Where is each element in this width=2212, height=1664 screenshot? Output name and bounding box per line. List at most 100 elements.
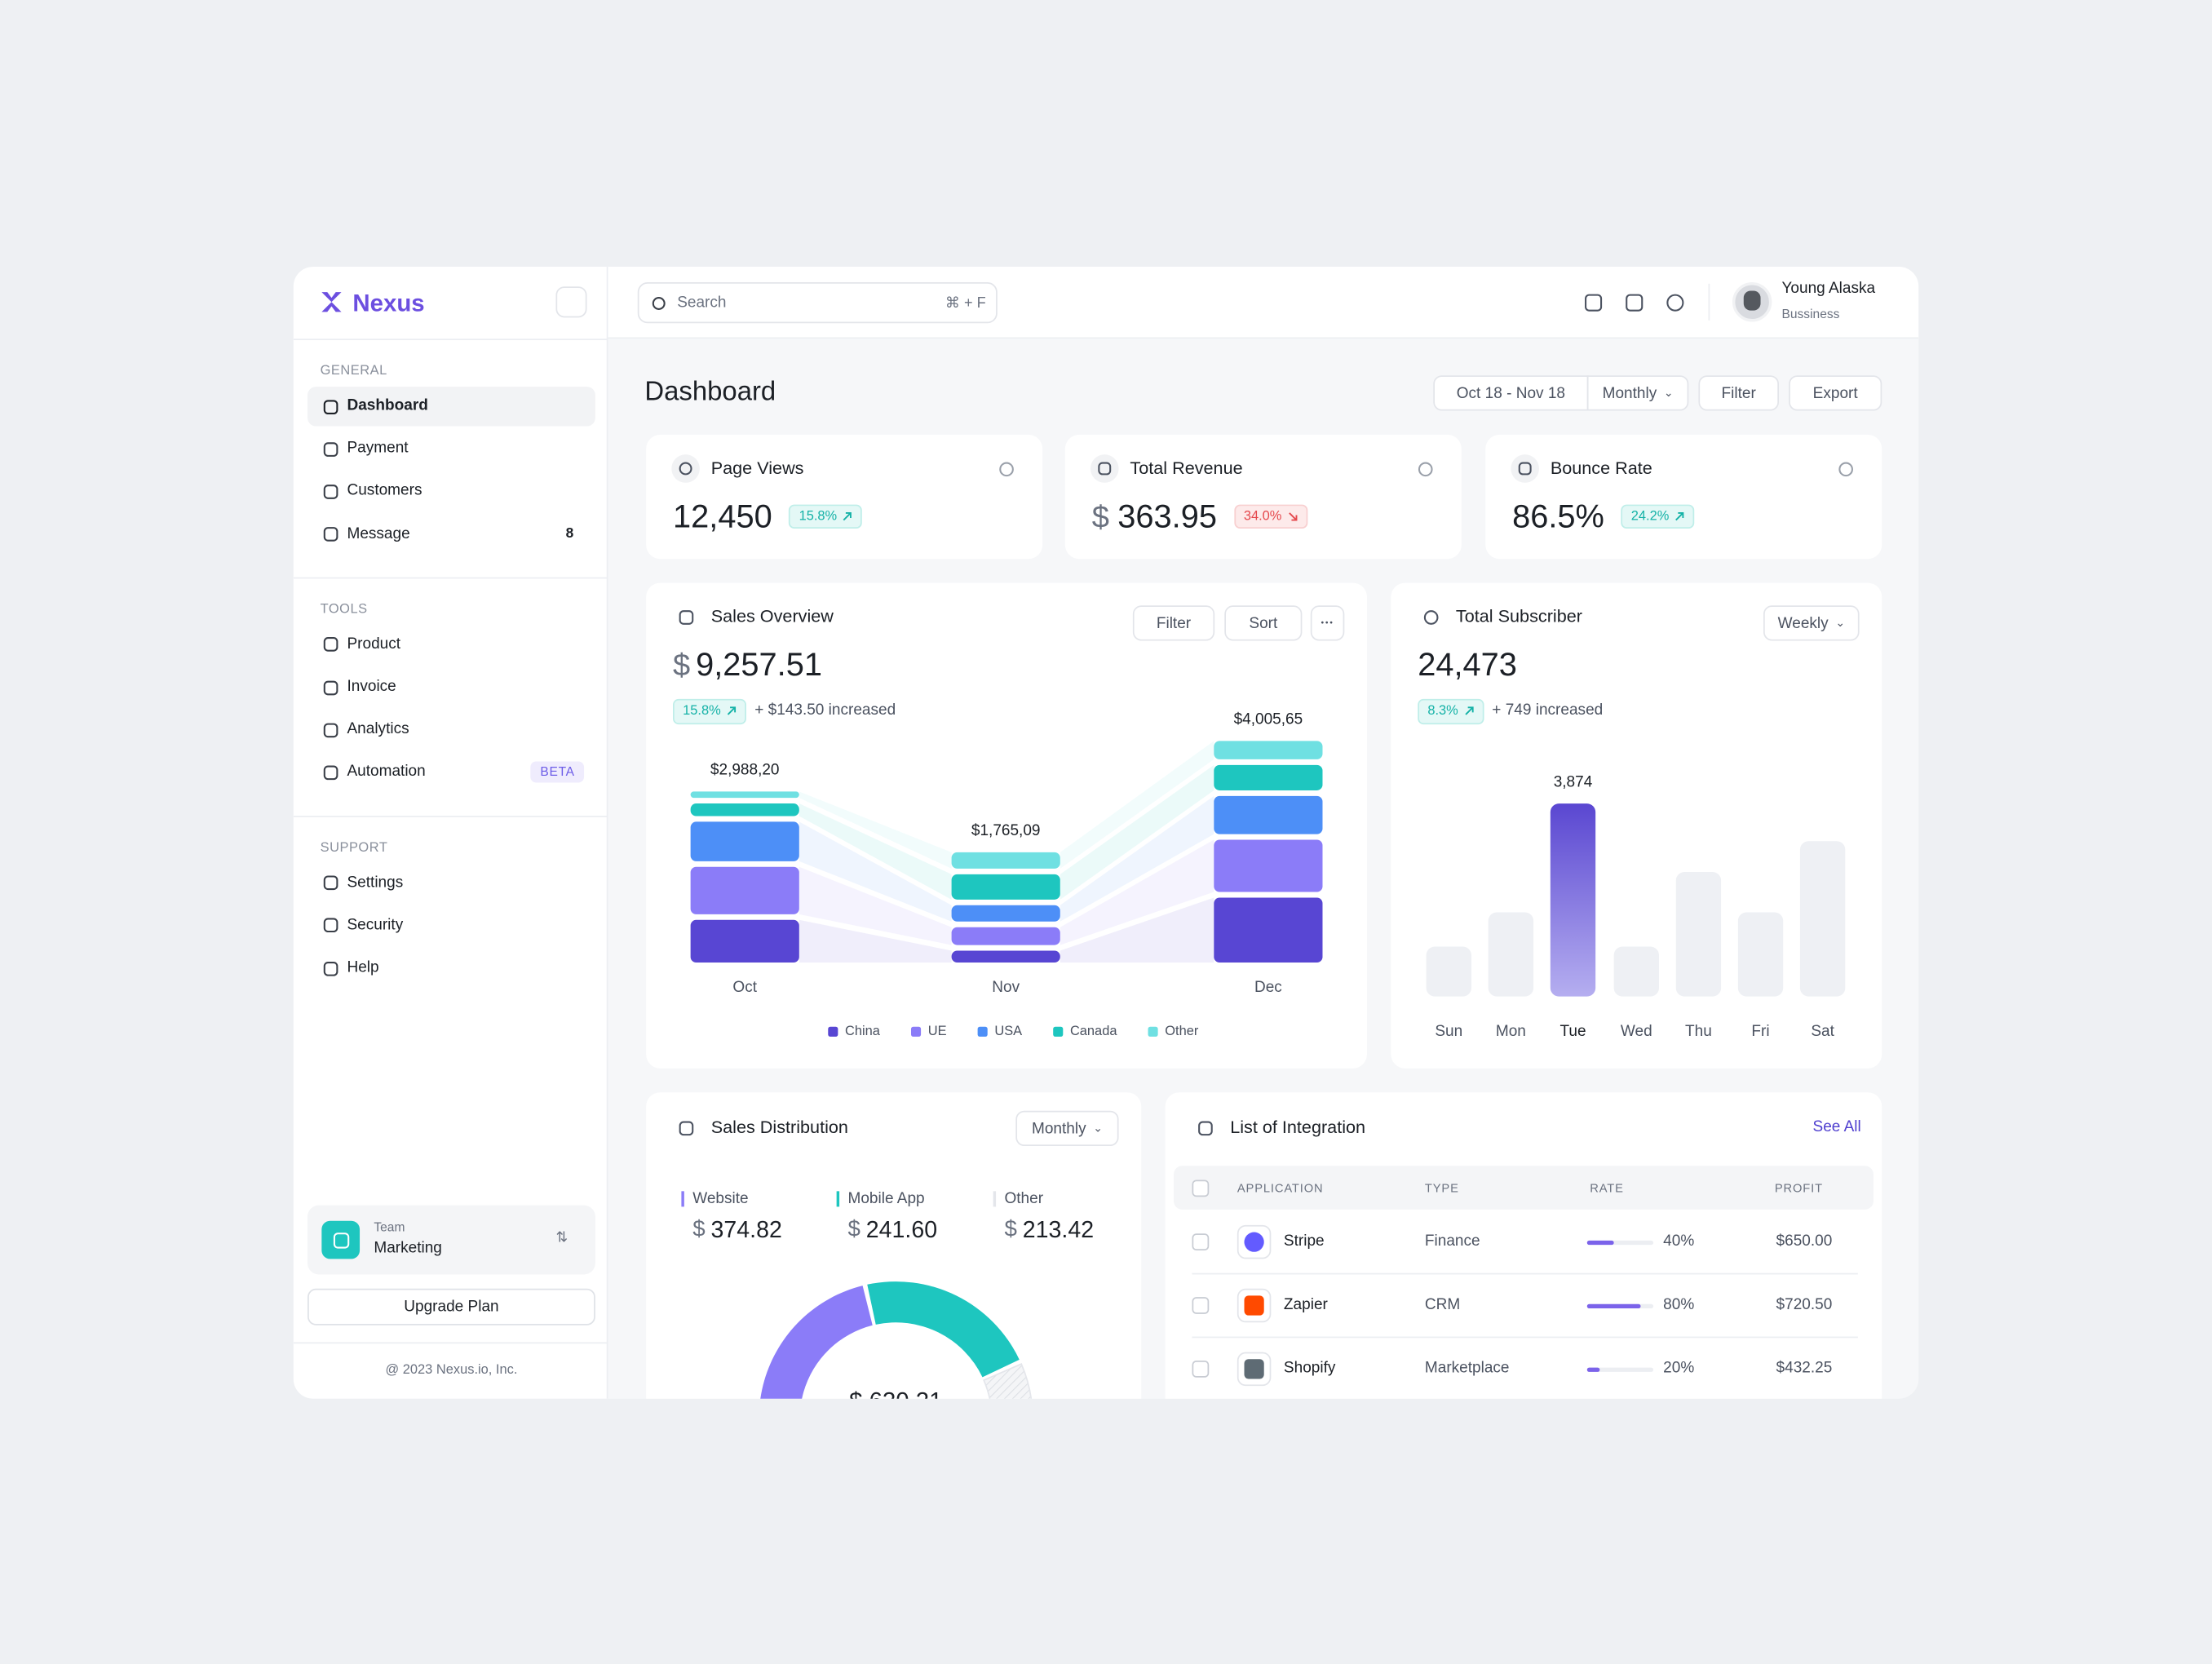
column-header: PROFIT [1774,1180,1823,1196]
checkbox[interactable] [1192,1179,1210,1197]
icon [1625,293,1643,311]
monthly-button[interactable]: Monthly ⌄ [1015,1110,1119,1146]
nav-label: Security [347,916,404,934]
stat-value-row: 86.5% 24.2% [1512,500,1695,533]
subscriber-total: 24,473 [1418,645,1517,683]
stat-card [1064,434,1462,560]
icon [1838,461,1853,476]
chart-sort-button[interactable]: Sort [1224,605,1303,641]
change-badge: 8.3% [1418,698,1484,724]
nav-label: Product [347,635,401,653]
stat-icon-bg [1511,454,1539,483]
collapse-button[interactable] [555,286,587,318]
app-name: Zapier [1283,1296,1328,1314]
app-logo-frame [1237,1352,1272,1387]
section-title: GENERAL [320,363,387,379]
checkbox[interactable] [1192,1360,1210,1378]
checkbox[interactable] [1192,1297,1210,1314]
stat-label: Total Revenue [1130,458,1243,479]
stat-label: Bounce Rate [1550,458,1652,479]
sales-change-row: 15.8% + $143.50 increased [673,698,896,724]
date-range: Oct 18 - Nov 18 [1456,384,1566,402]
legend-bar [836,1191,840,1207]
section-title: TOOLS [320,601,368,617]
search-box[interactable] [637,282,998,324]
trend-arrow [1288,512,1297,521]
rate-fill [1586,1303,1640,1308]
date-range-button[interactable]: Oct 18 - Nov 18 [1433,375,1589,411]
rate-fill [1586,1240,1614,1245]
trend-arrow [843,512,852,521]
icon [322,723,338,737]
legend-bar [681,1191,684,1207]
section-title: SUPPORT [320,839,388,856]
distribution-value-row: $374.82 [692,1219,782,1243]
icon [1197,1120,1212,1135]
nav-label: Payment [347,440,409,458]
distribution-value-row: $241.60 [847,1219,937,1243]
logo-mark [321,292,342,312]
icon [1518,462,1532,476]
rate-fill [1586,1366,1601,1371]
footer-divider [293,1342,608,1344]
sidebar-divider [293,339,608,340]
change-text: 15.8% [799,508,838,524]
see-all-link[interactable]: See All [1812,1118,1861,1136]
stat-icon-bg [671,454,700,483]
section-divider [293,577,608,579]
stat-card [1485,434,1882,560]
change-text: 15.8% [683,703,721,719]
chart-filter-button[interactable]: Filter [1132,605,1215,641]
legend-bar [993,1191,997,1207]
sales-total-row: $9,257.51 [673,648,822,681]
distribution-value: 213.42 [1022,1217,1095,1243]
period-label: Weekly [1777,614,1829,632]
filter-label: Filter [1156,614,1192,632]
period-label: Monthly [1602,384,1657,402]
chevron: ⌄ [1663,387,1674,400]
card-title: Total Subscriber [1455,606,1582,626]
nav-label: Invoice [347,678,396,696]
user-role: Bussiness [1781,307,1840,321]
icon [322,679,338,695]
avatar-face [1743,290,1761,311]
distribution-value: 374.82 [710,1217,782,1243]
distribution-label: Mobile App [847,1190,925,1208]
checkbox[interactable] [1192,1233,1210,1251]
filter-button[interactable]: Filter [1698,375,1780,411]
icon [322,765,338,780]
stat-value-row: 12,450 15.8% [673,500,863,533]
export-button[interactable]: Export [1789,375,1882,411]
trend-arrow [1675,512,1684,521]
upgrade-button[interactable]: Upgrade Plan [307,1288,595,1325]
rate-label: 20% [1663,1360,1695,1377]
weekly-button[interactable]: Weekly ⌄ [1763,605,1860,641]
icon [652,296,666,310]
profit: $650.00 [1776,1233,1833,1250]
rate-label: 40% [1663,1233,1695,1250]
trend-arrow [727,706,736,716]
chevron: ⇅ [555,1230,568,1246]
nav-label: Analytics [347,720,409,738]
team-name: Marketing [374,1240,442,1257]
app-logo [1244,1295,1264,1316]
icon [1422,609,1438,624]
nav-label: Help [347,958,379,976]
copyright: @ 2023 Nexus.io, Inc. [385,1362,518,1379]
profit: $720.50 [1776,1296,1833,1314]
period-button[interactable]: Monthly ⌄ [1586,375,1689,411]
stat-currency: $ [1091,498,1109,534]
sort-label: Sort [1249,614,1278,632]
icon [322,637,338,653]
rate-label: 80% [1663,1296,1695,1314]
more-button[interactable]: ••• [1310,605,1345,641]
header-divider [1708,283,1710,321]
change-text: 8.3% [1427,703,1458,719]
user-name: Young Alaska [1781,280,1876,298]
change-text: 34.0% [1243,508,1282,524]
icon [1418,461,1432,476]
distribution-label: Website [692,1190,749,1208]
rate-track [1586,1240,1654,1245]
change-badge: 15.8% [789,504,863,529]
